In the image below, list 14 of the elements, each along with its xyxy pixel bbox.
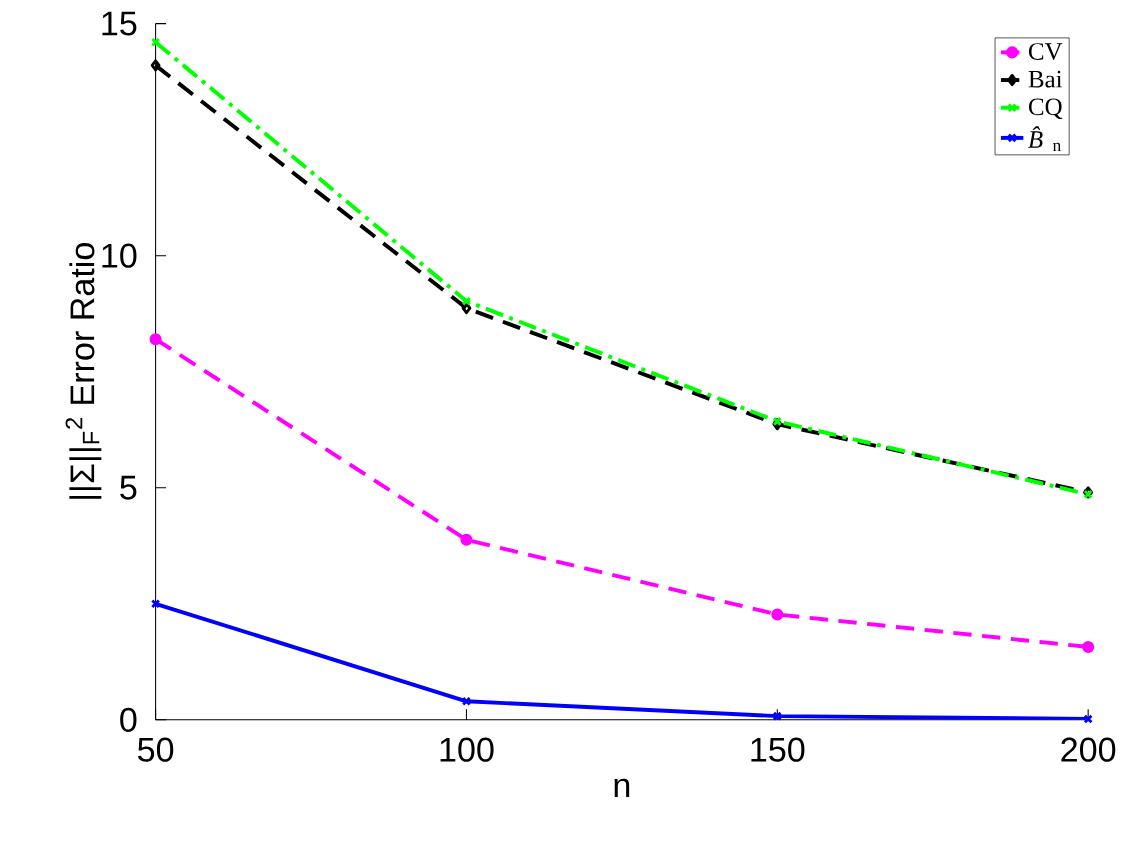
x-tick-label: 50 [137, 737, 174, 762]
legend-label: Bai [1028, 70, 1063, 88]
y-axis-title: ||Σ||$_{F}$$^{2}$ Error Ratio [65, 243, 102, 499]
legend-label: CQ [1028, 98, 1063, 120]
x-tick-label: 100 [440, 737, 494, 762]
x-tick-label: 150 [751, 737, 805, 762]
y-tick-label: 10 [102, 243, 137, 268]
x-axis-title: n [614, 778, 630, 798]
legend-label: CV [1028, 43, 1063, 61]
legend-label: B̂$_{n}$ [1028, 126, 1061, 152]
x-tick-label: 200 [1061, 737, 1116, 762]
y-tick-label: 5 [120, 475, 137, 500]
y-tick-label: 0 [120, 707, 137, 732]
y-tick-label: 15 [102, 11, 137, 36]
